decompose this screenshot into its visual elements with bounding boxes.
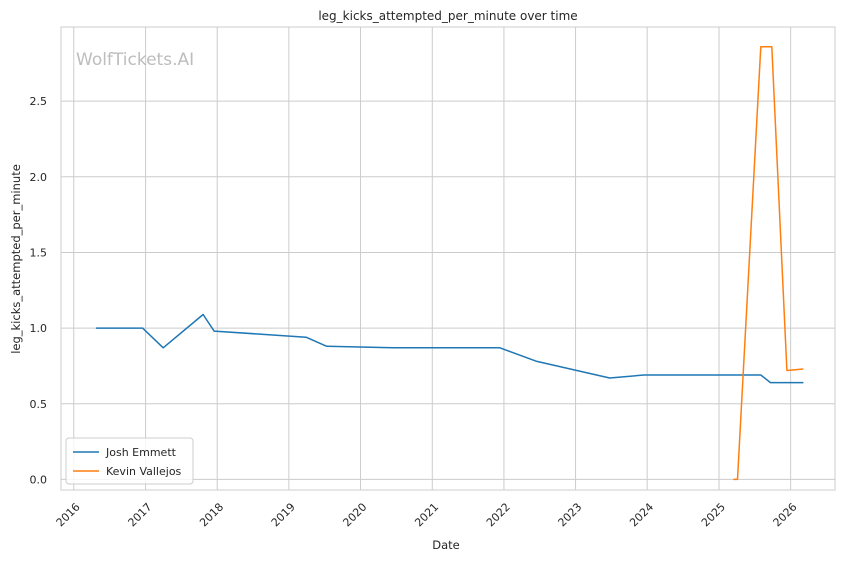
plot-area-frame (60, 26, 836, 491)
x-axis-label: Date (432, 538, 460, 552)
legend: Josh Emmett Kevin Vallejos (65, 437, 194, 485)
y-tick-label: 0.0 (30, 473, 48, 486)
chart-title: leg_kicks_attempted_per_minute over time (318, 9, 577, 23)
series-line-kevin-vallejos (733, 45, 804, 481)
y-tick-labels: 0.0 0.5 1.0 1.5 2.0 2.5 (30, 95, 48, 486)
y-tick-label: 2.0 (30, 171, 48, 184)
series-lines (95, 45, 804, 481)
series-line-josh-emmett (95, 313, 804, 384)
legend-label-josh-emmett: Josh Emmett (105, 446, 177, 459)
watermark: WolfTickets.AI (76, 50, 194, 70)
grid (61, 27, 835, 490)
y-tick-label: 1.0 (30, 322, 48, 335)
y-tick-label: 0.5 (30, 398, 48, 411)
y-axis-label: leg_kicks_attempted_per_minute (9, 164, 23, 354)
y-tick-label: 1.5 (30, 246, 48, 259)
legend-label-kevin-vallejos: Kevin Vallejos (106, 465, 182, 478)
y-tick-label: 2.5 (30, 95, 48, 108)
legend-box (65, 437, 194, 485)
